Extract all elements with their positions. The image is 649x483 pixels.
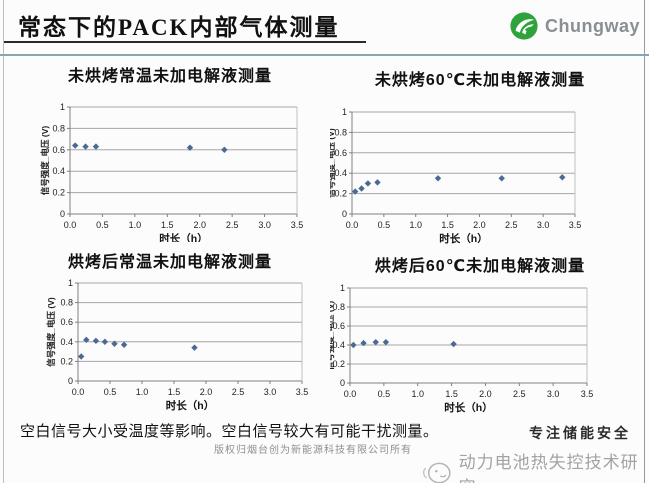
svg-text:0.2: 0.2 <box>334 189 347 199</box>
svg-text:2.0: 2.0 <box>473 220 486 230</box>
slide-border-right <box>644 0 645 483</box>
svg-text:2.5: 2.5 <box>226 220 239 230</box>
svg-text:1.0: 1.0 <box>409 220 422 230</box>
svg-text:时长（h）: 时长（h） <box>444 401 492 414</box>
brand-watermark-text: 动力电池热失控技术研究 <box>458 453 639 483</box>
svg-text:0.6: 0.6 <box>334 148 347 158</box>
svg-text:1.5: 1.5 <box>161 220 174 230</box>
svg-text:0.0: 0.0 <box>346 220 359 230</box>
svg-text:0.2: 0.2 <box>52 188 65 198</box>
svg-text:1: 1 <box>60 102 65 112</box>
svg-text:2.5: 2.5 <box>513 389 526 399</box>
svg-text:2.0: 2.0 <box>479 389 492 399</box>
slide-border-left <box>3 0 4 483</box>
svg-text:0.8: 0.8 <box>52 123 65 133</box>
copyright-watermark: 版权归烟台创为新能源科技有限公司所有 <box>214 445 412 456</box>
svg-text:1.0: 1.0 <box>411 389 424 399</box>
title-underline <box>4 41 366 43</box>
svg-text:0.0: 0.0 <box>64 220 77 230</box>
svg-text:1.5: 1.5 <box>168 387 181 397</box>
svg-text:1.0: 1.0 <box>136 387 149 397</box>
svg-text:0.4: 0.4 <box>60 337 73 347</box>
svg-text:1.5: 1.5 <box>445 389 458 399</box>
svg-text:信号强度_电压 (V): 信号强度_电压 (V) <box>40 126 50 196</box>
svg-text:1.0: 1.0 <box>129 220 142 230</box>
svg-text:2.0: 2.0 <box>200 387 213 397</box>
svg-text:0: 0 <box>342 209 347 219</box>
svg-text:信号强度_电压 (V): 信号强度_电压 (V) <box>46 297 56 367</box>
svg-text:3.0: 3.0 <box>264 387 277 397</box>
svg-text:0.4: 0.4 <box>334 168 347 178</box>
chungway-logo: Chungway <box>509 9 640 43</box>
svg-text:0.6: 0.6 <box>52 145 65 155</box>
svg-text:时长（h）: 时长（h） <box>439 232 487 245</box>
svg-text:时长（h）: 时长（h） <box>159 232 207 242</box>
svg-text:0.5: 0.5 <box>378 389 391 399</box>
svg-text:0.0: 0.0 <box>344 389 357 399</box>
svg-text:1: 1 <box>340 283 345 293</box>
svg-text:0.2: 0.2 <box>332 359 345 369</box>
svg-text:1.5: 1.5 <box>441 220 454 230</box>
svg-text:信号强度_电压 (V): 信号强度_电压 (V) <box>330 301 335 371</box>
chart-baked-60c: 烘烤后60℃未加电解液测量 0 0.2 0.4 0.6 0.8 1 0.0 0.5 1.0 1.5… <box>330 256 630 432</box>
svg-text:2.5: 2.5 <box>232 387 245 397</box>
svg-text:2.5: 2.5 <box>505 220 518 230</box>
chungway-logo-icon <box>510 12 538 40</box>
svg-text:0.6: 0.6 <box>332 321 345 331</box>
chart-title: 未烘烤60℃未加电解液测量 <box>374 72 586 89</box>
svg-text:3.0: 3.0 <box>258 220 271 230</box>
svg-text:0: 0 <box>60 209 65 219</box>
scatter-plot-baked-room-temp: 0 0.2 0.4 0.6 0.8 1 0.0 0.5 1.0 1.5 2.0 2.5 3.0 3.5 信号… <box>46 278 309 412</box>
svg-text:1: 1 <box>342 107 347 117</box>
chart-title: 烘烤后60℃未加电解液测量 <box>374 258 586 275</box>
svg-text:0.8: 0.8 <box>60 298 73 308</box>
svg-text:0.4: 0.4 <box>332 340 345 350</box>
watermark-logo-icon <box>423 462 451 483</box>
scatter-plot-unbaked-60c: 0 0.2 0.4 0.6 0.8 1 0.0 0.5 1.0 1.5 2.0 2.5 3.0 3.5 信号… <box>330 107 582 245</box>
svg-text:0: 0 <box>68 376 73 386</box>
svg-text:时长（h）: 时长（h） <box>166 399 214 412</box>
svg-text:0: 0 <box>340 378 345 388</box>
slogan-text: 专注储能安全 <box>529 427 631 442</box>
svg-text:0.0: 0.0 <box>72 387 85 397</box>
chart-title: 未烘烤常温未加电解液测量 <box>67 68 272 85</box>
chart-title: 烘烤后常温未加电解液测量 <box>67 254 272 271</box>
chart-baked-room-temp: 烘烤后常温未加电解液测量 0 0.2 0.4 0.6 0.8 1 0.0 0.5 1.0 1.5 2… <box>20 252 320 428</box>
svg-text:3.5: 3.5 <box>291 220 304 230</box>
chart-unbaked-room-temp: 未烘烤常温未加电解液测量 0 0.2 0.4 0.6 0.8 1 0.0 0.5 1.0 1.5 2… <box>20 66 320 242</box>
svg-text:信号强度_电压 (V): 信号强度_电压 (V) <box>330 128 336 198</box>
svg-text:0.5: 0.5 <box>96 220 109 230</box>
svg-text:0.2: 0.2 <box>60 356 73 366</box>
svg-text:2.0: 2.0 <box>193 220 206 230</box>
svg-text:0.8: 0.8 <box>332 302 345 312</box>
scatter-plot-baked-60c: 0 0.2 0.4 0.6 0.8 1 0.0 0.5 1.0 1.5 2.0 2.5 3.0 3.5 信号… <box>330 283 594 414</box>
footnote-text: 空白信号大小受温度等影响。空白信号较大有可能干扰测量。 <box>20 423 439 440</box>
svg-text:0.5: 0.5 <box>104 387 117 397</box>
svg-text:0.6: 0.6 <box>60 317 73 327</box>
svg-text:0.8: 0.8 <box>334 127 347 137</box>
svg-text:3.5: 3.5 <box>581 389 594 399</box>
scatter-plot-unbaked-room-temp: 0 0.2 0.4 0.6 0.8 1 0.0 0.5 1.0 1.5 2.0 2.5 3.0 3.5 信号… <box>40 102 304 242</box>
svg-text:1: 1 <box>68 278 73 288</box>
svg-text:3.0: 3.0 <box>537 220 550 230</box>
chart-unbaked-60c: 未烘烤60℃未加电解液测量 0 0.2 0.4 0.6 0.8 1 0.0 0.5 1.0 1.5… <box>330 70 630 246</box>
svg-text:3.5: 3.5 <box>569 220 582 230</box>
header-divider <box>0 54 649 56</box>
svg-text:0.5: 0.5 <box>378 220 391 230</box>
svg-text:0.4: 0.4 <box>52 166 65 176</box>
brand-watermark: 动力电池热失控技术研究 <box>420 448 649 483</box>
svg-text:3.5: 3.5 <box>296 387 309 397</box>
page-title: 常态下的PACK内部气体测量 <box>18 15 340 40</box>
chungway-logo-text: Chungway <box>545 15 641 36</box>
svg-text:3.0: 3.0 <box>547 389 560 399</box>
